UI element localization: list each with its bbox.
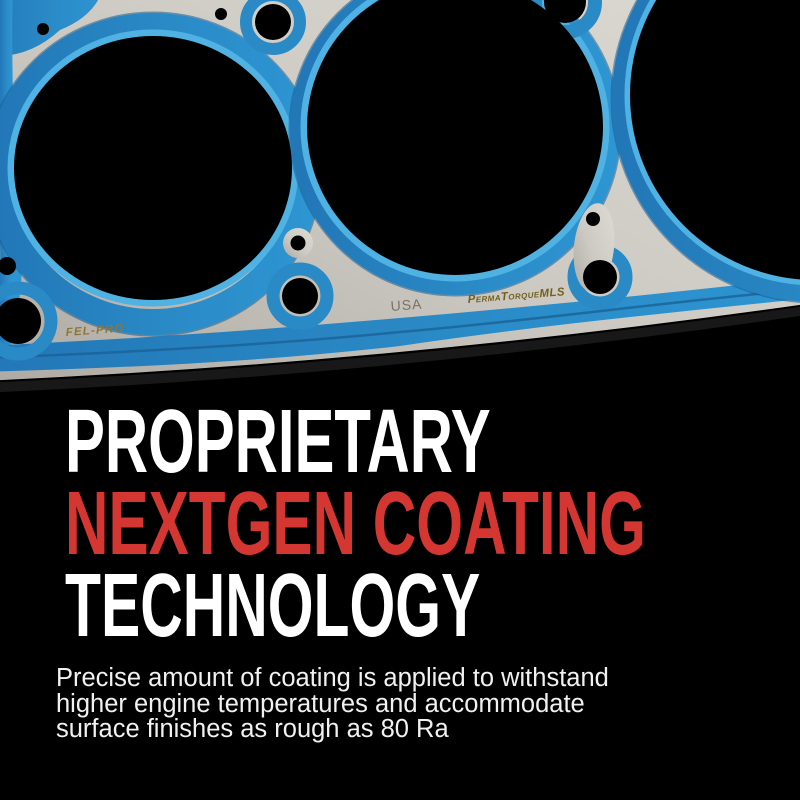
gasket-brand-label: FEL-PRO <box>65 323 125 339</box>
headline-line-2: NEXTGEN COATING <box>65 474 646 574</box>
headline: PROPRIETARY NEXTGEN COATING TECHNOLOGY <box>65 392 800 656</box>
body-copy: Precise amount of coating is applied to … <box>56 664 609 743</box>
cylinder-bore <box>307 0 603 275</box>
body-copy-line-1: Precise amount of coating is applied to … <box>56 664 609 692</box>
body-copy-line-3: surface finishes as rough as 80 Ra <box>56 715 449 743</box>
body-copy-line-2: higher engine temperatures and accommoda… <box>56 689 585 718</box>
gasket-origin-label: USA <box>390 296 423 314</box>
headline-line-1: PROPRIETARY <box>65 392 491 492</box>
cylinder-bore <box>14 36 292 300</box>
gasket-edge-shadow <box>0 306 800 393</box>
gasket-blue-coating <box>0 0 800 372</box>
cylinder-bores <box>14 0 800 300</box>
head-gasket-photo: FEL-PRO USA PermaTorqueMLS <box>0 0 800 393</box>
headline-line-3: TECHNOLOGY <box>65 556 481 656</box>
bolt-holes <box>0 0 617 344</box>
cylinder-bore <box>630 0 800 280</box>
